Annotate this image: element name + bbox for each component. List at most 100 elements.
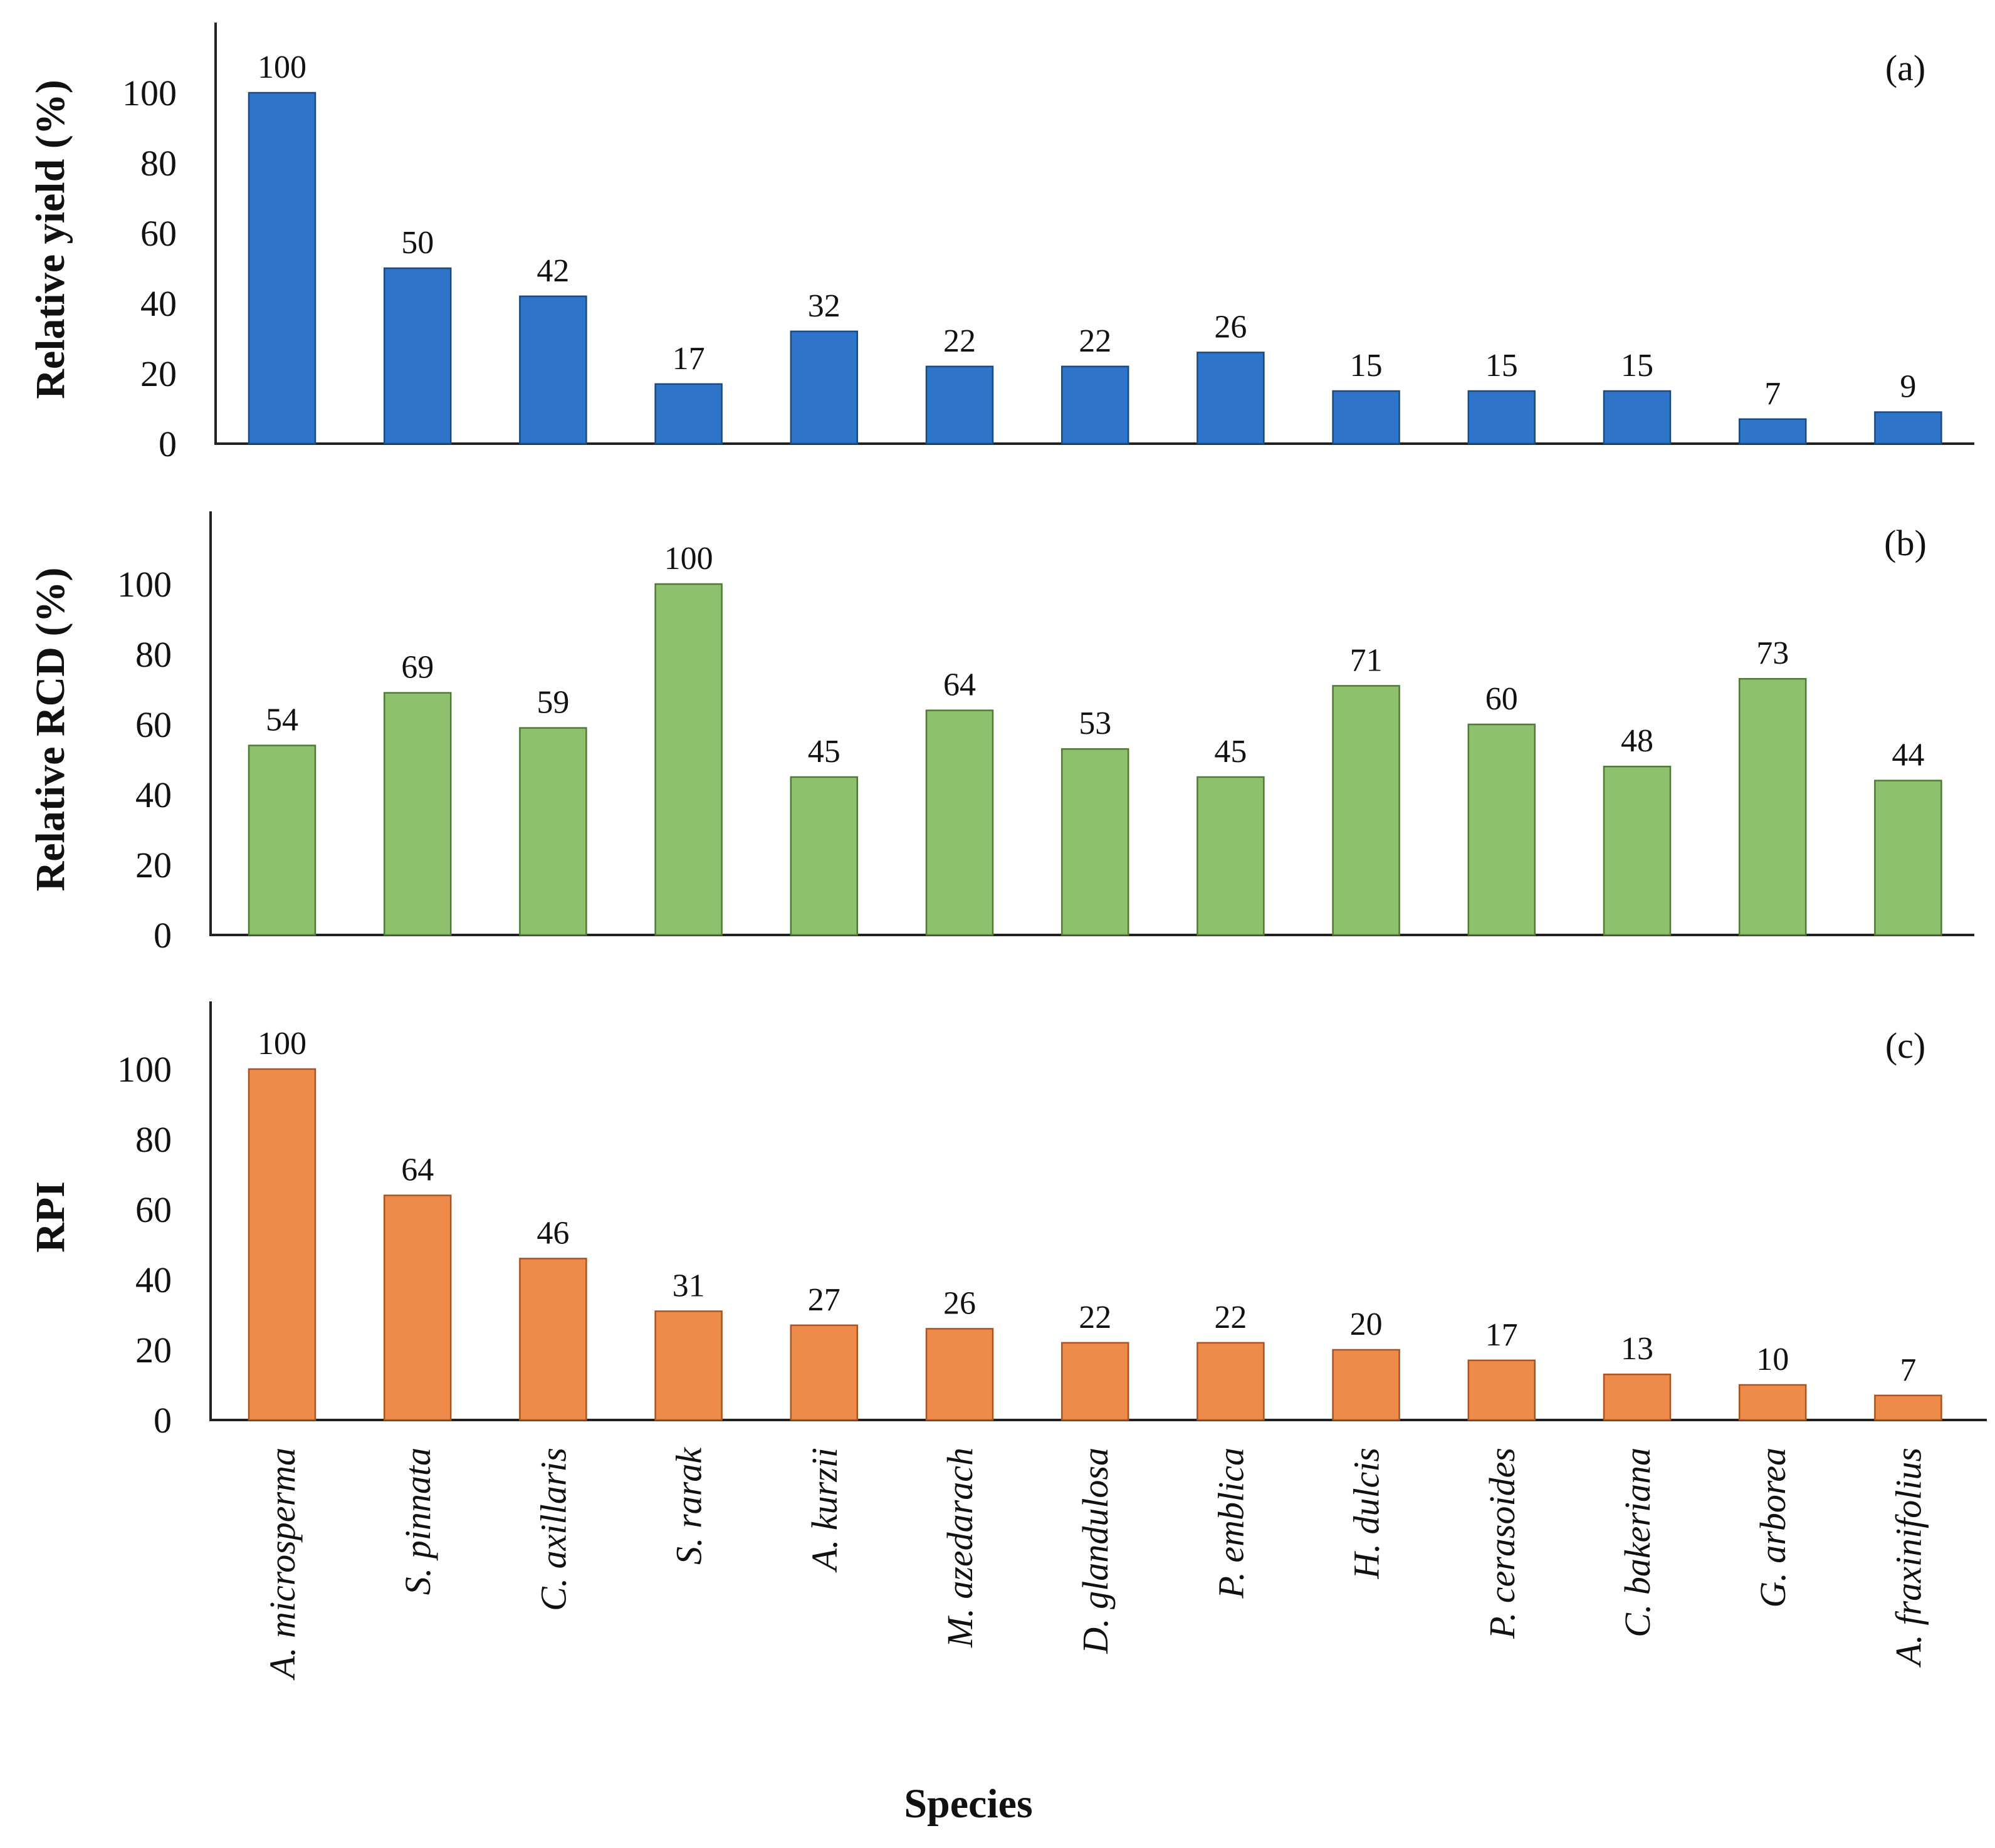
species-label-d-glandulosa: D. glandulosa — [1075, 1448, 1116, 1654]
data-label-a-kurzii: 45 — [808, 734, 840, 770]
bar-d-glandulosa — [1060, 1342, 1129, 1421]
y-tick-label: 60 — [135, 704, 172, 745]
y-tick-label: 80 — [135, 1119, 172, 1160]
bar-p-cerasoides — [1467, 1359, 1536, 1421]
species-axis-labels: A. microsperma S. pinnata C. axillaris S. r… — [262, 1447, 1929, 1681]
y-tick-label: 100 — [117, 564, 172, 605]
y-tick-label: 100 — [122, 73, 177, 113]
bar-h-dulcis — [1332, 1349, 1400, 1421]
y-axis-title: RPI — [28, 1181, 73, 1253]
data-label-c-bakeriana: 15 — [1621, 348, 1653, 384]
bar-g-arborea — [1738, 1384, 1807, 1421]
data-label-p-cerasoides: 60 — [1485, 681, 1518, 717]
data-label-c-axillaris: 46 — [537, 1215, 569, 1251]
bar-p-cerasoides — [1467, 723, 1536, 936]
data-label-a-fraxinifolius: 7 — [1900, 1352, 1916, 1388]
species-label-m-azedarach: M. azedarach — [940, 1448, 980, 1648]
y-tick-label: 0 — [154, 915, 172, 956]
data-label-c-axillaris: 42 — [537, 253, 569, 289]
bar-a-microsperma — [248, 744, 317, 936]
data-label-d-glandulosa: 22 — [1079, 1300, 1111, 1335]
y-axis-title: Relative yield (%) — [28, 80, 73, 399]
data-label-p-cerasoides: 17 — [1485, 1317, 1518, 1353]
bar-m-azedarach — [925, 365, 994, 445]
bar-a-kurzii — [790, 776, 859, 936]
y-tick-label: 60 — [140, 213, 177, 254]
data-label-s-rarak: 31 — [673, 1268, 705, 1303]
bar-c-axillaris — [519, 295, 587, 445]
data-label-g-arborea: 73 — [1756, 635, 1789, 671]
species-label-p-emblica: P. emblica — [1210, 1448, 1251, 1599]
panel-b: 0 20 40 60 80 100 Relative RCD (%) (b) 54 69 59 100… — [28, 511, 1974, 956]
bar-c-bakeriana — [1603, 390, 1672, 445]
species-label-h-dulcis: H. dulcis — [1346, 1448, 1387, 1579]
species-label-s-pinnata: S. pinnata — [397, 1448, 438, 1595]
bar-s-rarak — [654, 383, 723, 445]
bar-c-bakeriana — [1603, 765, 1672, 936]
bar-a-kurzii — [790, 330, 859, 445]
bar-a-fraxinifolius — [1874, 780, 1942, 936]
panel-label: (b) — [1884, 523, 1927, 563]
y-tick-label: 20 — [135, 845, 172, 885]
data-label-s-rarak: 100 — [664, 541, 713, 577]
panel-label: (a) — [1885, 48, 1925, 88]
data-label-a-kurzii: 27 — [808, 1282, 840, 1318]
bar-m-azedarach — [925, 709, 994, 936]
data-label-p-cerasoides: 15 — [1485, 348, 1518, 384]
species-label-p-cerasoides: P. cerasoides — [1482, 1448, 1522, 1639]
data-label-a-microsperma: 100 — [258, 1026, 306, 1062]
data-label-m-azedarach: 26 — [943, 1285, 976, 1321]
data-label-g-arborea: 10 — [1756, 1342, 1789, 1377]
data-label-c-axillaris: 59 — [537, 685, 569, 721]
bar-a-microsperma — [248, 1068, 317, 1421]
species-label-a-fraxinifolius: A. fraxinifolius — [1888, 1448, 1929, 1668]
bar-c-axillaris — [519, 727, 587, 936]
data-label-s-rarak: 17 — [673, 341, 705, 377]
y-tick-label: 40 — [140, 283, 177, 324]
data-label-m-azedarach: 22 — [943, 323, 976, 359]
data-label-c-bakeriana: 13 — [1621, 1331, 1653, 1367]
panel-c: 0 20 40 60 80 100 RPI (c) 100 64 46 31 27 26 22 22 20 17 1… — [28, 1001, 1987, 1441]
bar-p-emblica — [1196, 776, 1265, 936]
bar-s-pinnata — [383, 692, 452, 936]
data-label-p-emblica: 26 — [1214, 309, 1247, 345]
data-label-h-dulcis: 20 — [1350, 1307, 1383, 1342]
y-tick-label: 100 — [117, 1049, 172, 1090]
y-tick-label: 80 — [140, 143, 177, 184]
data-label-s-pinnata: 64 — [401, 1152, 434, 1188]
bar-d-glandulosa — [1060, 365, 1129, 445]
x-axis-title: Species — [904, 1781, 1032, 1827]
data-label-h-dulcis: 15 — [1350, 348, 1383, 384]
bar-s-pinnata — [383, 1194, 452, 1421]
bar-h-dulcis — [1332, 685, 1400, 936]
y-tick-label: 40 — [135, 1260, 172, 1300]
data-label-m-azedarach: 64 — [943, 667, 976, 703]
y-tick-label: 80 — [135, 634, 172, 675]
bar-p-cerasoides — [1467, 390, 1536, 445]
bar-p-emblica — [1196, 352, 1265, 445]
bar-d-glandulosa — [1060, 748, 1129, 936]
data-label-a-microsperma: 54 — [266, 702, 298, 738]
data-label-p-emblica: 45 — [1214, 734, 1247, 770]
bar-g-arborea — [1738, 677, 1807, 936]
y-tick-label: 20 — [140, 353, 177, 394]
bar-c-axillaris — [519, 1258, 587, 1421]
bar-s-rarak — [654, 583, 723, 936]
bar-h-dulcis — [1332, 390, 1400, 445]
data-label-g-arborea: 7 — [1764, 376, 1781, 412]
panel-label: (c) — [1885, 1025, 1925, 1066]
bar-s-rarak — [654, 1310, 723, 1421]
data-label-a-fraxinifolius: 44 — [1892, 738, 1924, 773]
bar-s-pinnata — [383, 267, 452, 445]
y-tick-label: 20 — [135, 1330, 172, 1370]
species-label-c-bakeriana: C. bakeriana — [1617, 1448, 1658, 1637]
species-label-c-axillaris: C. axillaris — [533, 1448, 573, 1611]
y-tick-label: 0 — [154, 1400, 172, 1441]
data-label-s-pinnata: 69 — [401, 650, 434, 686]
panel-a: 0 20 40 60 80 100 Relative yield (%) (a) 100 50 42… — [28, 23, 1974, 464]
data-label-a-microsperma: 100 — [258, 50, 306, 85]
species-label-s-rarak: S. rarak — [669, 1447, 710, 1565]
data-label-s-pinnata: 50 — [401, 225, 434, 261]
bar-a-fraxinifolius — [1874, 411, 1942, 445]
species-label-g-arborea: G. arborea — [1752, 1448, 1793, 1608]
